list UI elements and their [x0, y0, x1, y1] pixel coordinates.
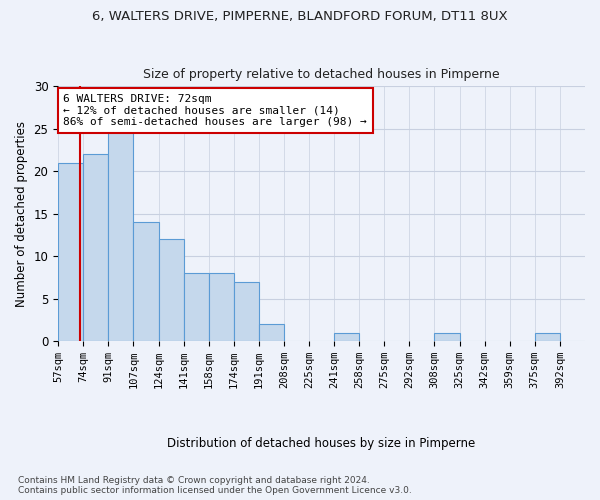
- Bar: [83, 154, 109, 341]
- Title: Size of property relative to detached houses in Pimperne: Size of property relative to detached ho…: [143, 68, 500, 81]
- Text: 6, WALTERS DRIVE, PIMPERNE, BLANDFORD FORUM, DT11 8UX: 6, WALTERS DRIVE, PIMPERNE, BLANDFORD FO…: [92, 10, 508, 23]
- Bar: [259, 324, 284, 341]
- Y-axis label: Number of detached properties: Number of detached properties: [15, 120, 28, 306]
- Bar: [334, 332, 359, 341]
- Bar: [58, 163, 83, 341]
- Text: Contains HM Land Registry data © Crown copyright and database right 2024.
Contai: Contains HM Land Registry data © Crown c…: [18, 476, 412, 495]
- X-axis label: Distribution of detached houses by size in Pimperne: Distribution of detached houses by size …: [167, 437, 476, 450]
- Bar: [109, 129, 133, 341]
- Bar: [184, 273, 209, 341]
- Bar: [209, 273, 234, 341]
- Bar: [234, 282, 259, 341]
- Bar: [535, 332, 560, 341]
- Bar: [158, 239, 184, 341]
- Bar: [434, 332, 460, 341]
- Text: 6 WALTERS DRIVE: 72sqm
← 12% of detached houses are smaller (14)
86% of semi-det: 6 WALTERS DRIVE: 72sqm ← 12% of detached…: [64, 94, 367, 127]
- Bar: [133, 222, 158, 341]
